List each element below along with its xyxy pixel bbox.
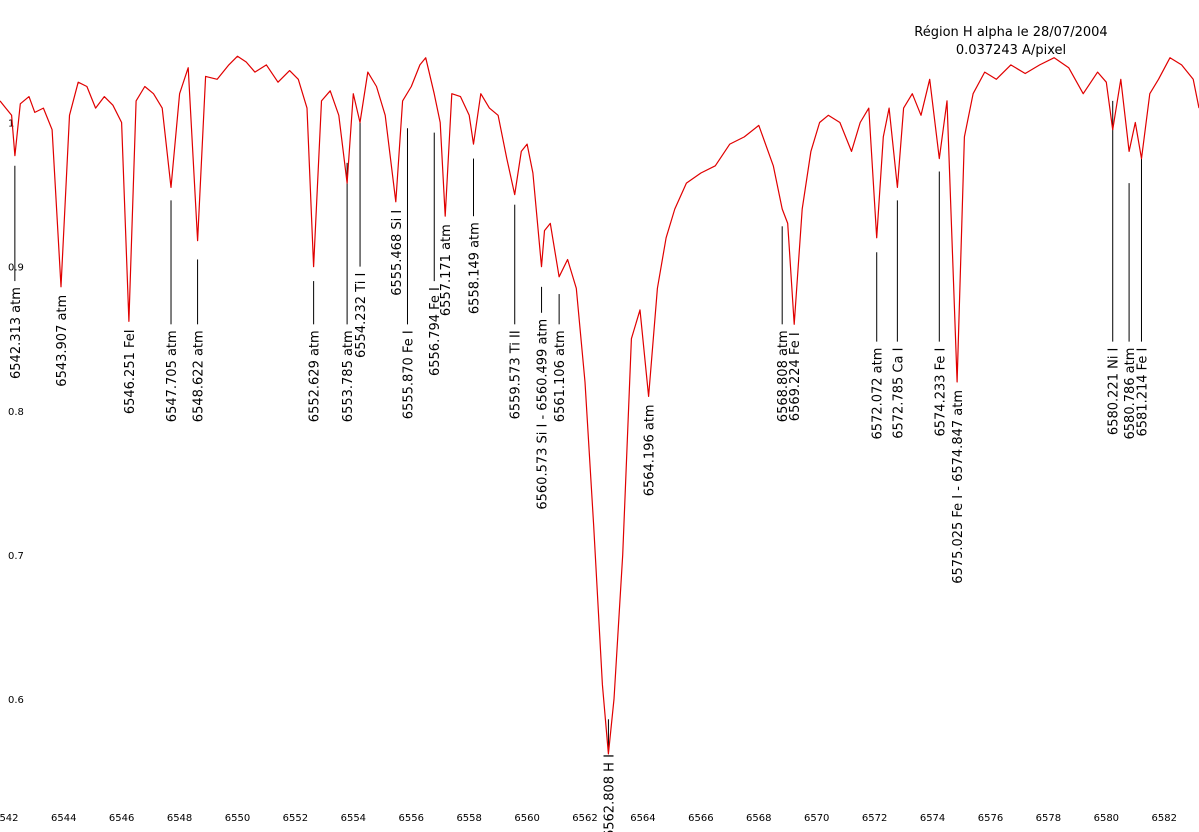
annotation-label: 6555.870 Fe I bbox=[402, 330, 417, 419]
annotation-label: 6575.025 Fe I - 6574.847 atm bbox=[951, 390, 966, 584]
annotation-label: 6556.794 Fe I bbox=[428, 287, 443, 376]
x-tick-label: 6552 bbox=[283, 813, 308, 824]
x-tick-label: 6582 bbox=[1152, 813, 1177, 824]
annotation-label: 6542.313 atm bbox=[9, 287, 24, 379]
chart-subtitle: 0.037243 A/pixel bbox=[955, 43, 1067, 58]
annotation-label: 6552.629 atm bbox=[308, 330, 323, 422]
x-tick-label: 6548 bbox=[167, 813, 192, 824]
annotation-label: 6554.232 Ti I bbox=[354, 273, 369, 358]
x-tick-label: 6556 bbox=[399, 813, 424, 824]
y-tick-label: 0.6 bbox=[8, 695, 24, 706]
annotation-label: 6557.171 atm bbox=[439, 224, 454, 316]
x-tick-label: 6554 bbox=[341, 813, 366, 824]
annotation-label: 6553.785 atm bbox=[341, 330, 356, 422]
annotation-label: 6555.468 Si I bbox=[390, 210, 405, 296]
annotation-label: 6547.705 atm bbox=[165, 330, 180, 422]
x-tick-label: 6560 bbox=[514, 813, 539, 824]
line-annotations: 6542.313 atm 6543.907 atm 6546.251 FeI 6547… bbox=[9, 100, 1151, 832]
x-tick-label: 6550 bbox=[225, 813, 250, 824]
x-tick-label: 6568 bbox=[746, 813, 771, 824]
x-tick-label: 6574 bbox=[920, 813, 945, 824]
chart-title: Région H alpha le 28/07/2004 bbox=[914, 25, 1108, 40]
y-tick-label: 1 bbox=[8, 119, 14, 130]
x-tick-label: 6542 bbox=[0, 813, 19, 824]
x-tick-label: 6580 bbox=[1094, 813, 1119, 824]
x-tick-label: 6570 bbox=[804, 813, 829, 824]
annotation-label: 6580.786 atm bbox=[1123, 348, 1138, 440]
annotation-label: 6568.808 atm bbox=[776, 330, 791, 422]
spectrum-line bbox=[0, 55, 1199, 755]
annotation-label: 6562.808 H I bbox=[602, 754, 617, 832]
annotation-label: 6558.149 atm bbox=[468, 222, 483, 314]
annotation-label: 6548.622 atm bbox=[192, 330, 207, 422]
chart-title-block: Région H alpha le 28/07/2004 0.037243 A/… bbox=[881, 24, 1141, 60]
x-tick-label: 6572 bbox=[862, 813, 887, 824]
annotation-label: 6543.907 atm bbox=[55, 295, 70, 387]
x-tick-label: 6576 bbox=[978, 813, 1003, 824]
annotation-label: 6574.233 Fe I bbox=[933, 348, 948, 437]
y-tick-label: 0.9 bbox=[8, 263, 24, 274]
x-tick-label: 6546 bbox=[109, 813, 134, 824]
x-tick-label: 6564 bbox=[630, 813, 655, 824]
y-tick-label: 0.8 bbox=[8, 407, 24, 418]
x-tick-label: 6544 bbox=[51, 813, 76, 824]
annotation-label: 6561.106 atm bbox=[553, 330, 568, 422]
annotation-label: 6572.072 atm bbox=[871, 348, 886, 440]
annotation-label: 6569.224 Fe I bbox=[788, 332, 803, 421]
x-tick-label: 6566 bbox=[688, 813, 713, 824]
annotation-label: 6580.221 Ni I bbox=[1107, 348, 1122, 435]
annotation-label: 6546.251 FeI bbox=[123, 329, 138, 414]
annotation-label: 6581.214 Fe I bbox=[1136, 348, 1151, 437]
annotation-label: 6560.573 Si I - 6560.499 atm bbox=[536, 319, 551, 510]
x-tick-label: 6558 bbox=[456, 813, 481, 824]
annotation-label: 6572.785 Ca I bbox=[891, 348, 906, 439]
x-tick-label: 6562 bbox=[572, 813, 597, 824]
annotation-label: 6559.573 Ti II bbox=[509, 330, 524, 419]
y-tick-label: 0.7 bbox=[8, 551, 24, 562]
spectrum-series bbox=[0, 55, 1199, 755]
x-tick-label: 6578 bbox=[1036, 813, 1061, 824]
annotation-label: 6564.196 atm bbox=[643, 404, 658, 496]
axes: 6542 6544 6546 6548 6550 6552 6554 6556 6558 6560… bbox=[0, 119, 1177, 824]
